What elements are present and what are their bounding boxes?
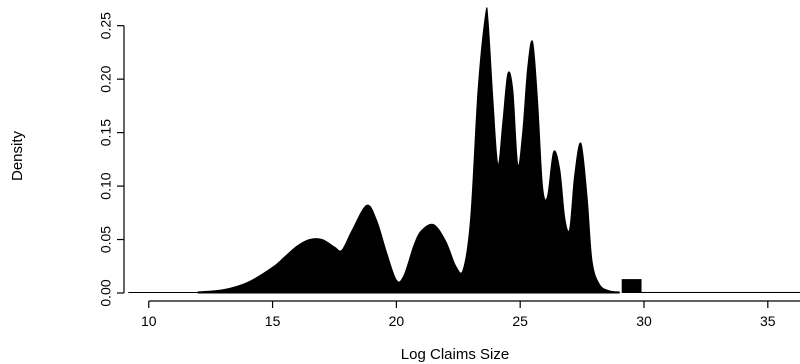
y-axis-title: Density xyxy=(9,130,26,181)
x-tick-label: 20 xyxy=(389,313,405,329)
density-area-0 xyxy=(197,7,620,294)
plot-area xyxy=(128,7,800,294)
y-tick-label: 0.20 xyxy=(98,65,114,92)
y-tick-label: 0.10 xyxy=(98,172,114,199)
x-tick-label: 30 xyxy=(636,313,652,329)
y-tick-label: 0.25 xyxy=(98,12,114,39)
y-axis: 0.00 0.05 0.10 0.15 0.20 0.25 xyxy=(98,12,125,307)
x-tick-label: 35 xyxy=(760,313,776,329)
y-tick-label: 0.00 xyxy=(98,279,114,306)
y-tick-label: 0.05 xyxy=(98,226,114,253)
x-tick-label: 15 xyxy=(265,313,281,329)
y-tick-label: 0.15 xyxy=(98,119,114,146)
x-tick-label: 10 xyxy=(141,313,157,329)
x-tick-label: 25 xyxy=(512,313,528,329)
density-tail xyxy=(641,291,800,293)
x-axis-title: Log Claims Size xyxy=(401,346,509,363)
density-step-block xyxy=(621,279,642,293)
x-axis: 10 15 20 25 30 35 xyxy=(141,300,800,329)
